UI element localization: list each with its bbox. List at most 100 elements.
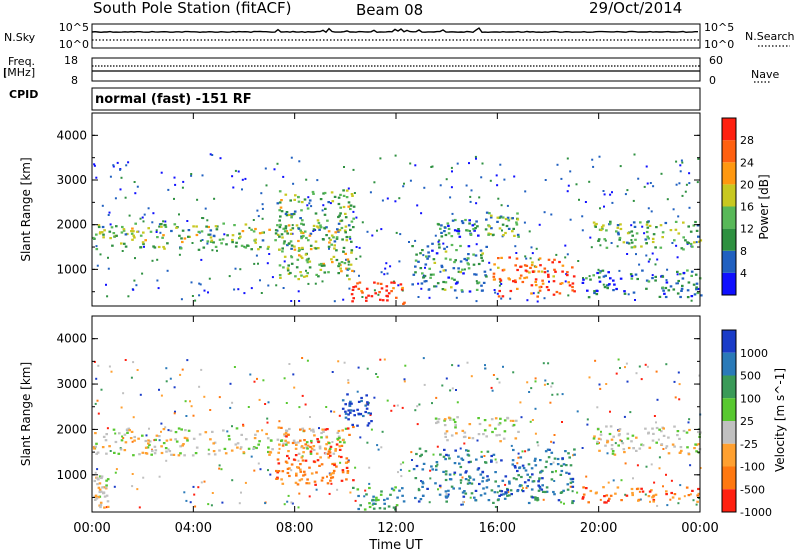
scatter-cell <box>688 418 691 421</box>
feature-cell <box>458 235 462 238</box>
feature-cell <box>314 240 318 243</box>
feature-cell <box>571 485 575 488</box>
feature-cell <box>214 245 218 248</box>
feature-cell <box>309 452 313 455</box>
scatter-cell <box>366 441 369 444</box>
feature-cell <box>447 224 450 227</box>
velocity-colorbar-tick: -1000 <box>740 506 772 519</box>
feature-cell <box>467 263 470 266</box>
scatter-cell <box>437 240 440 243</box>
feature-cell <box>320 264 324 267</box>
feature-cell <box>110 226 114 229</box>
feature-cell <box>280 426 283 429</box>
feature-cell <box>392 506 396 509</box>
feature-cell <box>317 247 320 250</box>
feature-cell <box>414 477 418 480</box>
scatter-cell <box>383 358 386 361</box>
scatter-cell <box>96 468 99 471</box>
feature-cell <box>461 290 464 293</box>
feature-cell <box>589 489 593 493</box>
feature-cell <box>333 463 336 467</box>
feature-cell <box>319 456 322 459</box>
feature-cell <box>490 459 493 462</box>
scatter-cell <box>256 209 259 212</box>
scatter-cell <box>258 398 261 401</box>
scatter-cell <box>564 256 567 259</box>
scatter-cell <box>546 270 549 273</box>
feature-cell <box>463 435 467 438</box>
scatter-cell <box>459 481 462 484</box>
feature-cell <box>463 490 466 493</box>
feature-cell <box>121 225 124 229</box>
scatter-cell <box>301 455 304 458</box>
scatter-cell <box>674 396 677 399</box>
feature-cell <box>119 448 123 451</box>
feature-cell <box>337 435 341 438</box>
scatter-cell <box>393 404 396 407</box>
scatter-cell <box>451 212 454 215</box>
scatter-cell <box>501 235 504 238</box>
feature-cell <box>461 458 465 461</box>
scatter-cell <box>644 493 647 496</box>
feature-cell <box>349 409 353 412</box>
feature-cell <box>287 224 291 227</box>
feature-cell <box>290 213 293 216</box>
feature-cell <box>344 252 347 255</box>
scatter-cell <box>291 502 294 505</box>
scatter-cell <box>626 189 629 192</box>
feature-cell <box>461 268 464 271</box>
feature-cell <box>447 276 450 279</box>
feature-cell <box>335 236 339 239</box>
feature-cell <box>327 456 331 459</box>
scatter-cell <box>286 500 289 503</box>
feature-cell <box>331 261 334 264</box>
feature-cell <box>160 451 164 455</box>
feature-cell <box>367 294 370 297</box>
scatter-cell <box>618 269 621 272</box>
feature-cell <box>538 286 542 289</box>
scatter-cell <box>366 230 369 233</box>
feature-cell <box>326 482 330 485</box>
feature-cell <box>500 256 503 259</box>
feature-cell <box>468 481 471 485</box>
feature-cell <box>509 289 513 293</box>
feature-cell <box>596 440 599 443</box>
feature-cell <box>359 504 362 507</box>
feature-cell <box>225 243 228 246</box>
feature-cell <box>157 245 161 249</box>
feature-cell <box>300 237 303 240</box>
feature-cell <box>310 472 314 475</box>
scatter-cell <box>630 239 633 241</box>
feature-cell <box>502 437 506 440</box>
scatter-cell <box>578 198 580 201</box>
scatter-cell <box>690 299 693 302</box>
feature-cell <box>280 210 284 213</box>
scatter-cell <box>209 409 212 411</box>
feature-cell <box>286 471 290 475</box>
scatter-cell <box>543 211 546 214</box>
feature-cell <box>296 258 300 261</box>
feature-cell <box>104 439 108 442</box>
scatter-cell <box>650 463 653 466</box>
scatter-cell <box>528 230 531 233</box>
scatter-cell <box>687 421 690 424</box>
scatter-cell <box>638 365 641 368</box>
feature-cell <box>147 442 150 445</box>
feature-cell <box>372 495 375 498</box>
feature-cell <box>372 507 376 510</box>
feature-cell <box>502 234 505 237</box>
scatter-cell <box>619 439 622 442</box>
power-colorbar-tick: 28 <box>740 134 754 147</box>
feature-cell <box>234 443 238 446</box>
scatter-cell <box>528 391 531 393</box>
scatter-cell <box>108 211 111 214</box>
scatter-cell <box>423 383 426 386</box>
feature-cell <box>485 275 488 278</box>
scatter-cell <box>352 210 355 213</box>
scatter-cell <box>370 428 373 431</box>
scatter-cell <box>268 253 271 255</box>
feature-cell <box>659 246 663 249</box>
feature-cell <box>97 486 101 489</box>
scatter-cell <box>347 187 350 190</box>
